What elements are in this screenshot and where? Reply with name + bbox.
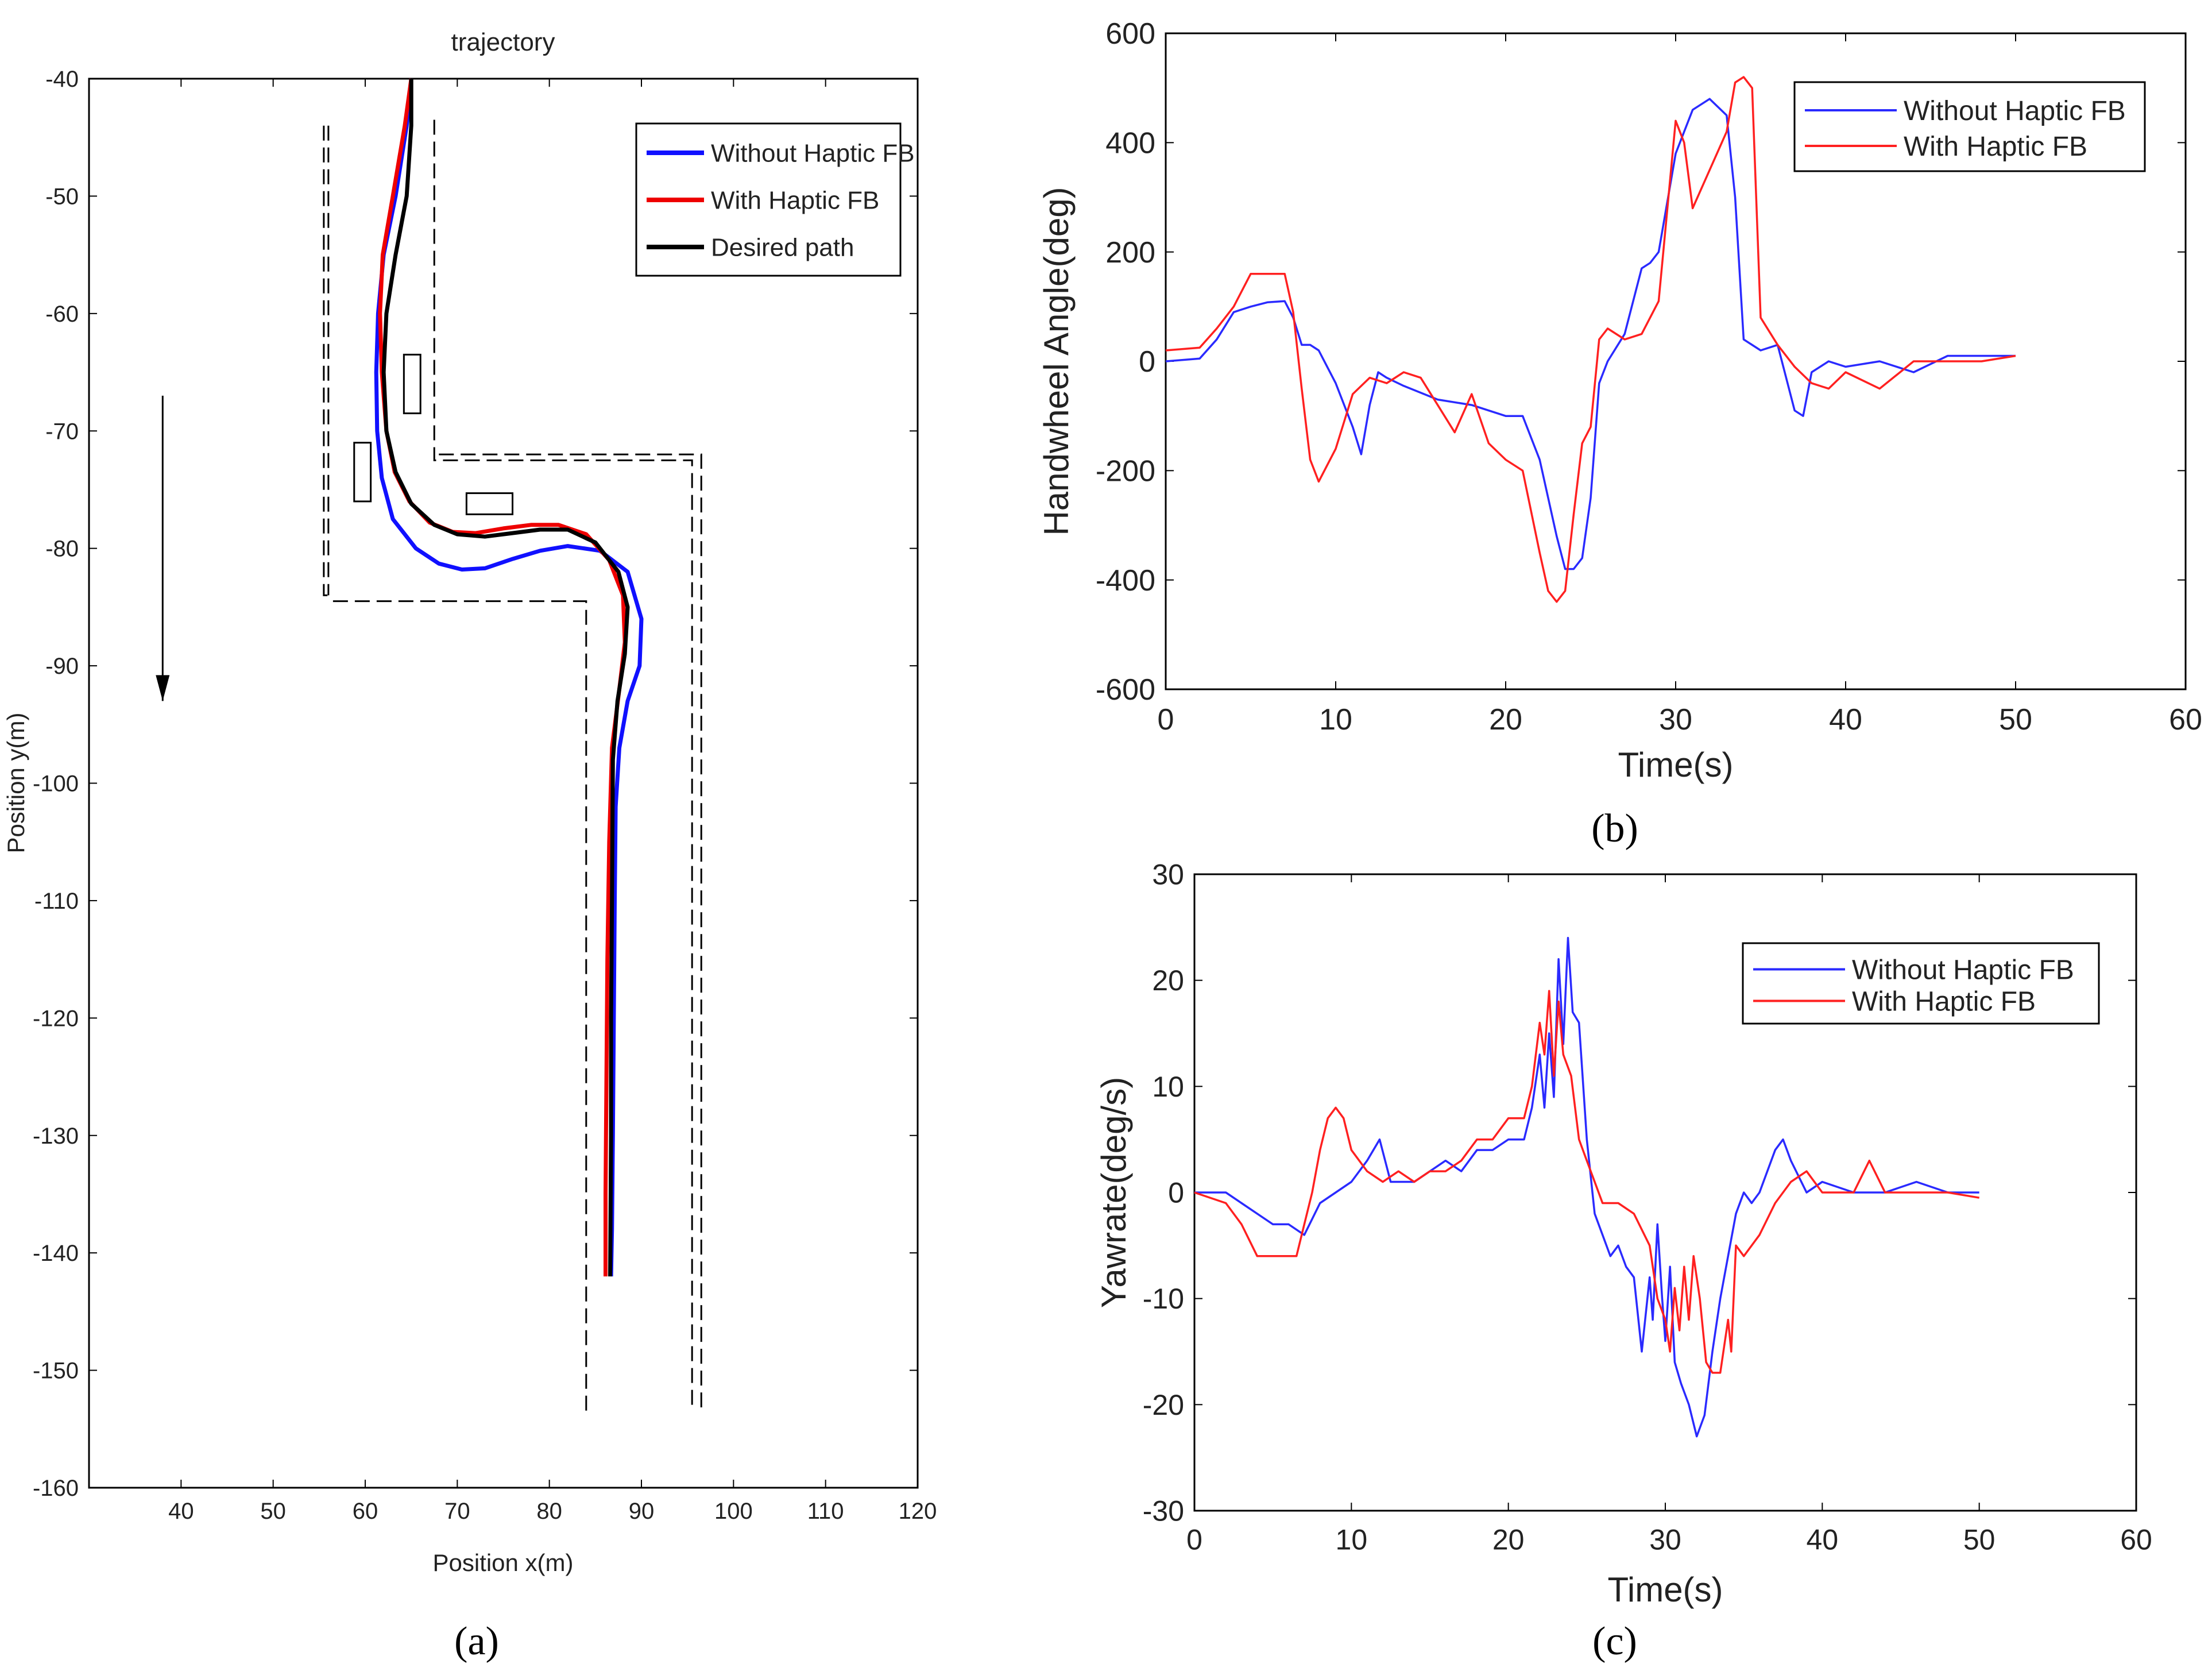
legend-label-with: With Haptic FB (711, 186, 879, 214)
y-tick-label: -90 (45, 654, 79, 679)
x-tick-label: 60 (2120, 1524, 2152, 1556)
legend-label-without: Without Haptic FB (1852, 955, 2074, 985)
x-tick-label: 50 (1999, 703, 2032, 736)
handwheel-angle-chart: 0 10 20 30 40 50 60 600 400 200 0 -200 -400 -600 Time(… (1037, 17, 2202, 784)
y-tick-label: -20 (1143, 1389, 1184, 1421)
obstacle (403, 353, 421, 415)
y-tick-label: -160 (33, 1476, 79, 1501)
y-tick-label: -80 (45, 536, 79, 562)
y-tick-label: -10 (1143, 1283, 1184, 1315)
road-boundary (323, 125, 333, 596)
y-tick-label: -140 (33, 1241, 79, 1266)
y-tick-label: 10 (1152, 1071, 1184, 1103)
y-tick-label: 0 (1139, 345, 1155, 379)
x-axis-label: Position x(m) (432, 1549, 573, 1576)
x-tick-label: 70 (444, 1499, 470, 1524)
series-line-with (1165, 76, 2016, 603)
x-tick-label: 80 (536, 1499, 562, 1524)
x-tick-label: 50 (260, 1499, 286, 1524)
y-tick-label: -120 (33, 1006, 79, 1031)
x-tick-label: 10 (1319, 703, 1352, 736)
x-tick-label: 120 (899, 1499, 937, 1524)
plot-area (88, 78, 919, 1489)
x-axis-label: Time(s) (1607, 1570, 1723, 1609)
legend-label-desired: Desired path (711, 233, 854, 261)
x-tick-label: 0 (1186, 1524, 1202, 1556)
caption-b: (b) (1591, 806, 1638, 851)
caption-c: (c) (1592, 1619, 1637, 1663)
road-boundary (332, 600, 587, 1412)
y-tick-label: 400 (1105, 127, 1155, 160)
yawrate-chart: 0 10 20 30 40 50 60 30 20 10 0 -10 -20 -30 Time(s) Yawr… (1095, 859, 2152, 1609)
x-tick-label: 30 (1659, 703, 1692, 736)
y-tick-label: 0 (1168, 1177, 1184, 1209)
x-tick-label: 40 (1829, 703, 1862, 736)
y-tick-label: -200 (1096, 455, 1155, 488)
y-tick-label: -60 (45, 302, 79, 327)
series-line-with (378, 78, 627, 1277)
obstacle (465, 492, 514, 515)
series-line-without (374, 78, 644, 1277)
y-tick-label: 200 (1105, 236, 1155, 269)
x-tick-label: 60 (2169, 703, 2202, 736)
legend-label-with: With Haptic FB (1852, 986, 2036, 1017)
y-axis-label: Position y(m) (2, 712, 29, 853)
direction-arrow-head (156, 675, 170, 701)
obstacle (353, 442, 372, 503)
y-tick-label: -40 (45, 67, 79, 92)
road-boundary (433, 119, 693, 1412)
y-tick-label: -100 (33, 771, 79, 797)
x-tick-label: 60 (353, 1499, 378, 1524)
legend-box (1742, 942, 2100, 1025)
road-boundary (439, 453, 702, 1412)
legend-box (1793, 81, 2146, 172)
x-axis-label: Time(s) (1618, 746, 1733, 784)
x-tick-label: 90 (629, 1499, 655, 1524)
x-tick-label: 50 (1963, 1524, 1996, 1556)
y-tick-label: 600 (1105, 17, 1155, 51)
x-tick-label: 110 (807, 1499, 844, 1524)
x-tick-label: 20 (1492, 1524, 1525, 1556)
trajectory-chart: 40 50 60 70 80 90 100 110 120 -40 -50 -60 -70 -80 -90 -… (2, 28, 937, 1576)
series-line-with (1194, 990, 1979, 1374)
y-tick-label: -50 (45, 184, 79, 209)
chart-title: trajectory (451, 28, 555, 56)
y-tick-label: -600 (1096, 673, 1155, 707)
caption-a: (a) (454, 1619, 499, 1663)
legend-label-without: Without Haptic FB (711, 139, 915, 167)
legend-label-with: With Haptic FB (1904, 132, 2087, 162)
series-line-without (1194, 937, 1979, 1438)
y-axis-label: Yawrate(deg/s) (1095, 1077, 1133, 1308)
y-tick-label: 30 (1152, 859, 1184, 891)
x-tick-label: 30 (1649, 1524, 1681, 1556)
x-tick-label: 10 (1336, 1524, 1368, 1556)
x-tick-label: 40 (1807, 1524, 1839, 1556)
y-tick-label: -130 (33, 1124, 79, 1149)
series-line-without (1165, 98, 2016, 570)
y-tick-label: 20 (1152, 964, 1184, 997)
legend-label-without: Without Haptic FB (1904, 96, 2126, 126)
series-line-desired (381, 79, 630, 1277)
x-tick-label: 0 (1158, 703, 1174, 736)
y-tick-label: -70 (45, 419, 79, 444)
x-tick-label: 40 (168, 1499, 194, 1524)
y-tick-label: -110 (34, 889, 79, 914)
y-axis-label: Handwheel Angle(deg) (1037, 187, 1076, 535)
y-tick-label: -30 (1143, 1495, 1184, 1527)
y-tick-label: -400 (1096, 564, 1155, 597)
x-tick-label: 100 (714, 1499, 753, 1524)
y-tick-label: -150 (33, 1358, 79, 1384)
x-tick-label: 20 (1489, 703, 1522, 736)
